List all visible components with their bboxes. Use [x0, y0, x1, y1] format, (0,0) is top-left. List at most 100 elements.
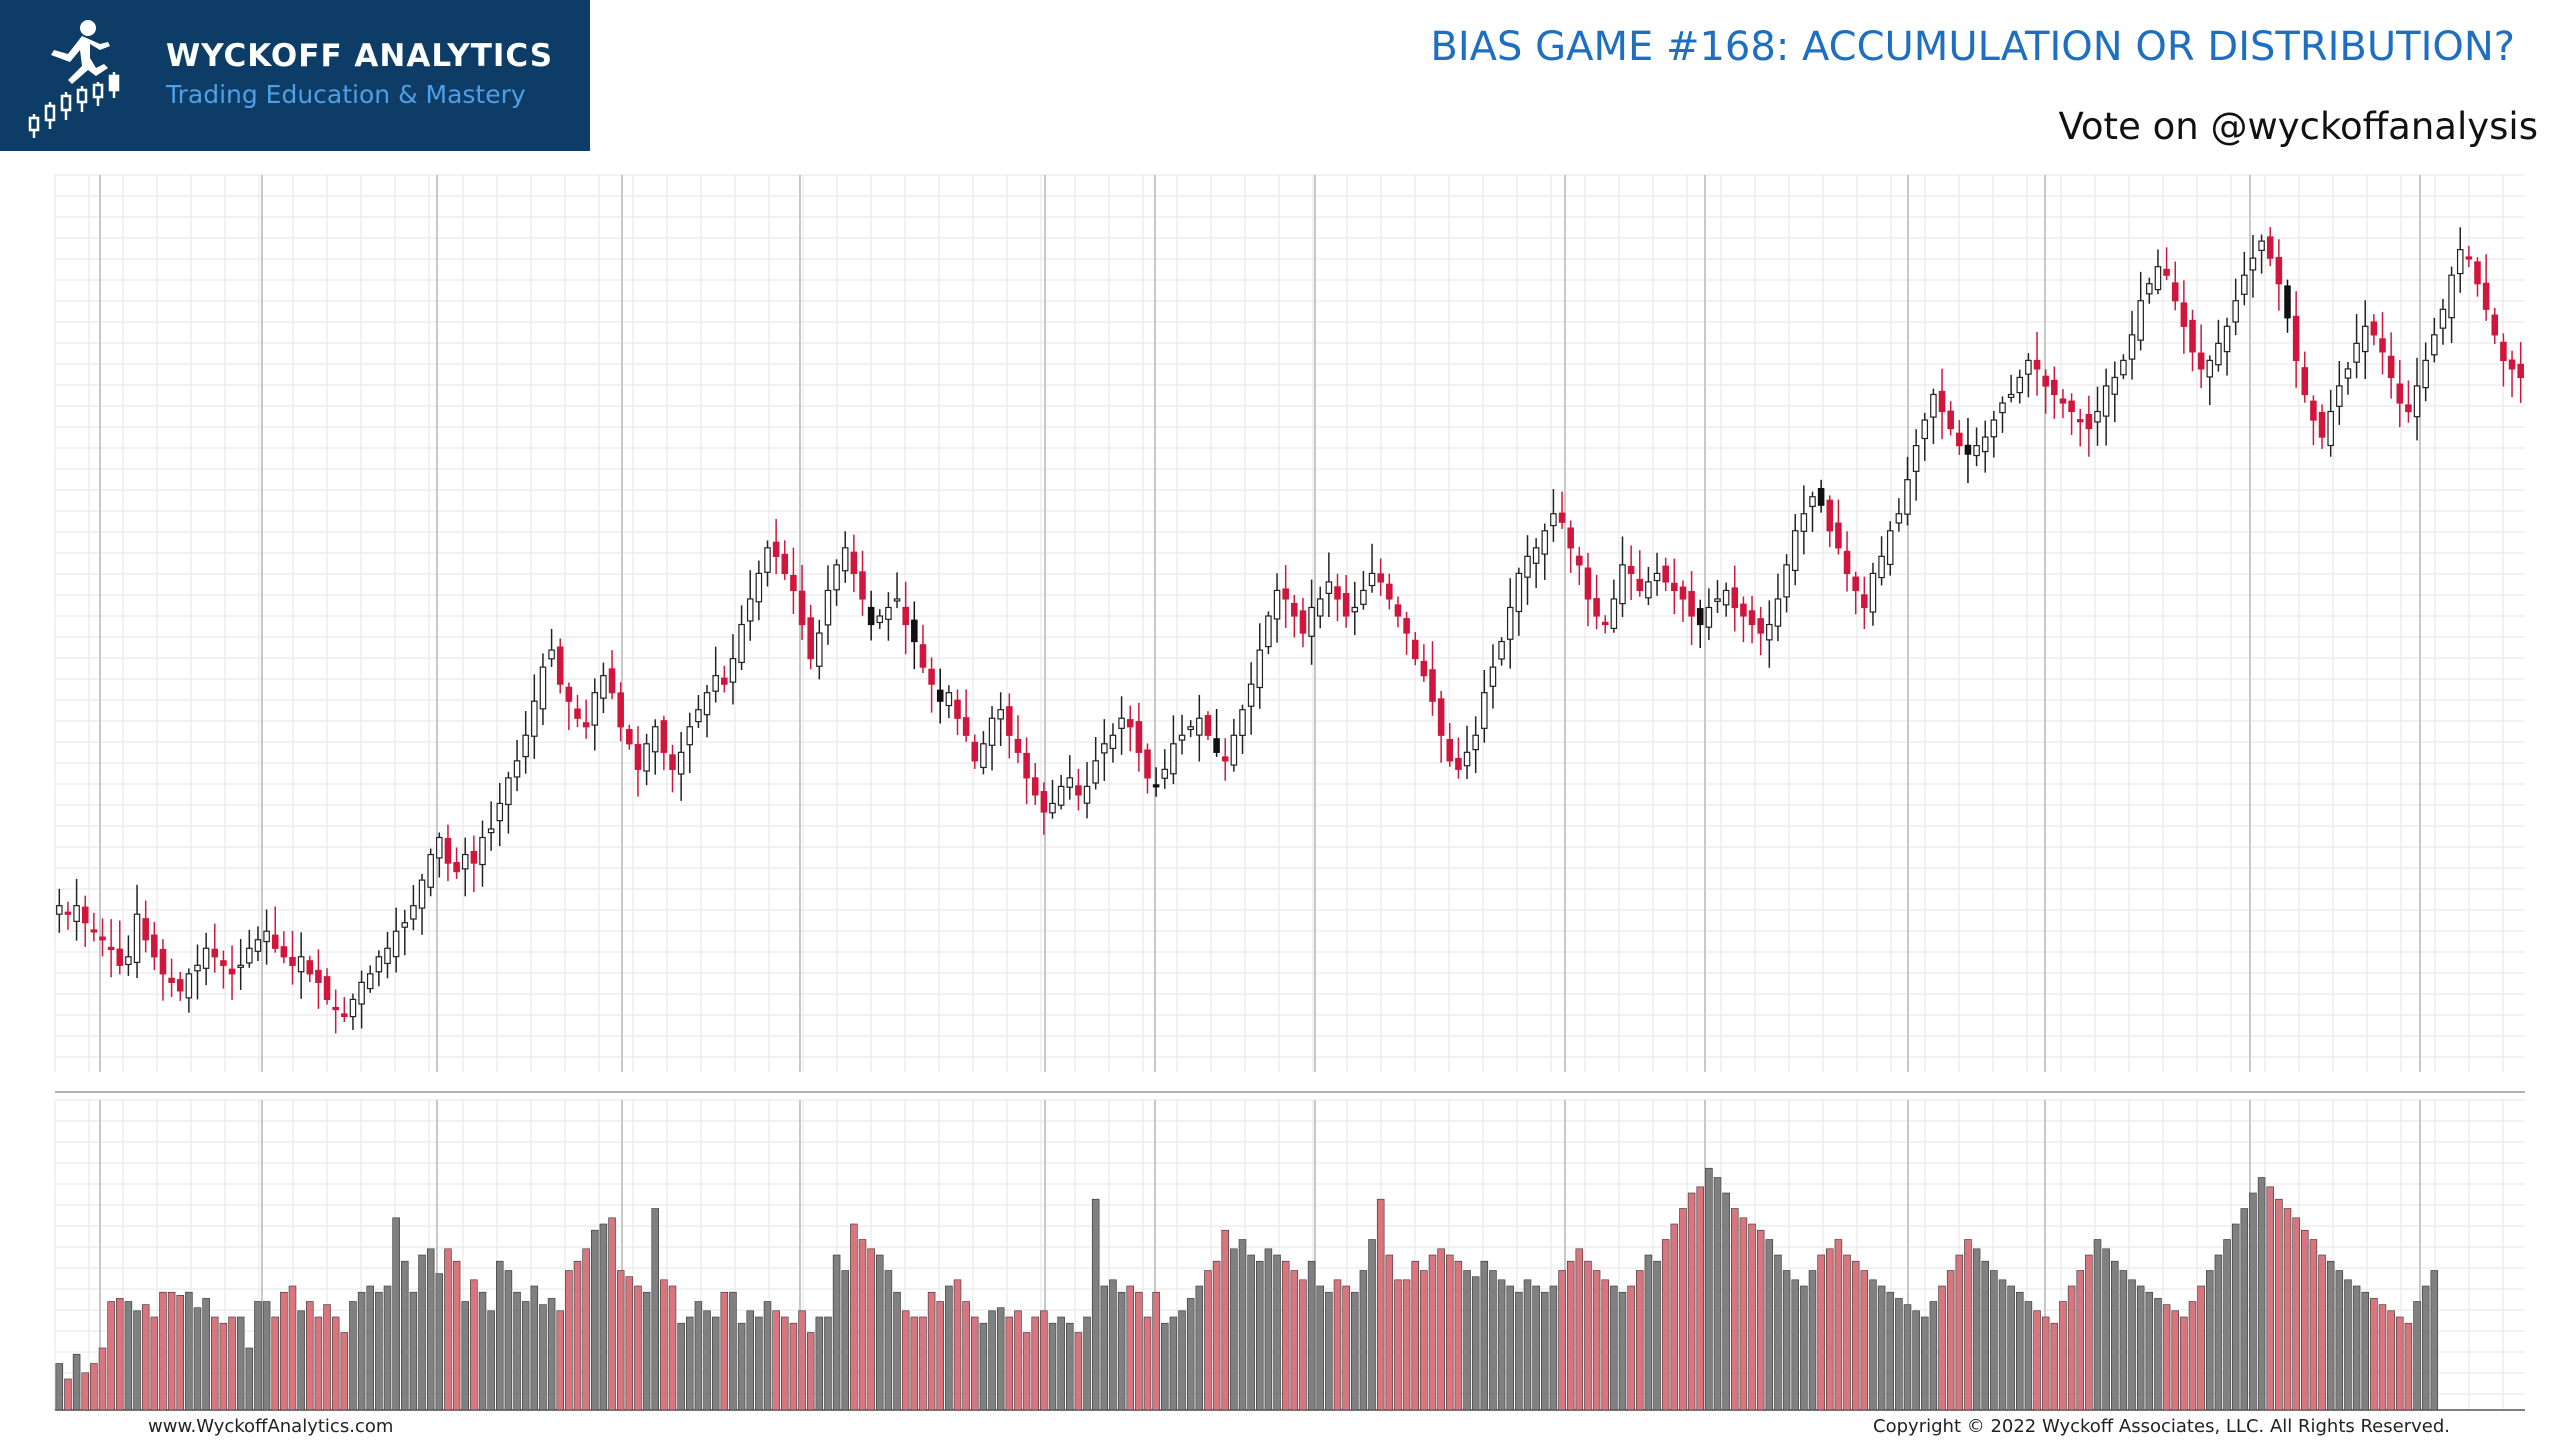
candle-body — [1472, 734, 1479, 751]
candle-body — [2327, 410, 2334, 447]
candle — [2491, 307, 2499, 344]
candle — [1092, 737, 1099, 790]
volume-bar — [1074, 1332, 1083, 1411]
candle — [1593, 574, 1600, 630]
candle-body — [1774, 598, 1782, 627]
candle — [2361, 300, 2369, 380]
candle — [1731, 565, 1739, 632]
volume-bar — [1661, 1239, 1670, 1411]
candle — [1956, 420, 1963, 455]
candle — [1895, 498, 1903, 532]
volume-bar — [2162, 1304, 2171, 1411]
candle — [1800, 485, 1808, 555]
volume-bar — [2309, 1239, 2318, 1411]
volume-bar — [2249, 1192, 2257, 1411]
volume-bar — [262, 1301, 271, 1411]
candle — [1006, 693, 1013, 759]
candle — [2474, 257, 2481, 297]
candle-body — [297, 956, 305, 973]
candle — [168, 958, 175, 997]
candle-body — [2500, 341, 2507, 361]
candle — [1342, 574, 1350, 628]
candle — [2137, 271, 2144, 351]
volume-bar — [1610, 1285, 1618, 1411]
candle — [1187, 720, 1194, 738]
brand-tagline: Trading Education & Mastery — [166, 80, 526, 109]
volume-bar — [1437, 1248, 1445, 1411]
volume-bar — [2430, 1270, 2439, 1411]
candle-body — [1101, 743, 1108, 754]
candle-body — [1956, 432, 1963, 447]
candle-body — [2336, 385, 2343, 407]
candle-body — [2344, 368, 2352, 379]
candle — [608, 650, 616, 700]
brand-name: WYCKOFF ANALYTICS — [166, 38, 554, 74]
candle-body — [1809, 496, 1816, 508]
candle — [816, 619, 823, 680]
volume-bar — [1851, 1260, 1860, 1411]
volume-bar — [2128, 1279, 2136, 1411]
candle — [1861, 576, 1868, 630]
volume-bar — [228, 1316, 236, 1411]
candle — [81, 895, 89, 947]
candle-body — [2137, 300, 2144, 341]
volume-bar — [1679, 1208, 1687, 1411]
candle — [1170, 715, 1177, 785]
volume-bar — [1696, 1186, 1704, 1411]
candle-body — [867, 606, 875, 626]
volume-bar — [634, 1285, 642, 1411]
candle-body — [1558, 512, 1566, 523]
candle-body — [2353, 342, 2360, 363]
candle-body — [1619, 564, 1626, 605]
volume-bar — [2041, 1316, 2050, 1411]
volume-bar — [1109, 1279, 1117, 1411]
candle — [1282, 565, 1289, 628]
candle-body — [574, 708, 581, 719]
volume-bar — [1325, 1291, 1333, 1411]
candle-body — [1187, 726, 1194, 731]
candle-body — [1766, 623, 1773, 641]
candle-body — [323, 976, 331, 1001]
candle-body — [1852, 576, 1859, 592]
candle — [1057, 774, 1065, 810]
candle — [1817, 479, 1825, 513]
candle — [1031, 762, 1039, 805]
volume-bar — [1385, 1254, 1394, 1411]
candle — [712, 646, 719, 703]
candle — [487, 801, 495, 851]
candle — [790, 547, 797, 614]
candle — [1109, 723, 1117, 763]
candle-body — [185, 973, 193, 999]
volume-bar — [1411, 1260, 1419, 1411]
volume-bar — [1618, 1291, 1627, 1411]
candle-body — [2197, 352, 2205, 370]
volume-bar — [2033, 1310, 2041, 1411]
candle-body — [168, 977, 175, 983]
candle-body — [211, 948, 219, 958]
candle-body — [807, 617, 814, 660]
volume-bar — [737, 1322, 746, 1411]
candle — [1325, 552, 1333, 618]
volume-bar — [668, 1285, 677, 1411]
candle-body — [1040, 791, 1048, 813]
volume-bar — [876, 1254, 884, 1411]
candle — [1688, 571, 1695, 645]
volume-bar — [1981, 1260, 1989, 1411]
candle-body — [2076, 419, 2084, 423]
volume-bar — [1653, 1260, 1661, 1411]
candle-body — [2258, 240, 2265, 251]
candle-body — [2370, 321, 2378, 336]
candle-body — [1204, 715, 1212, 736]
volume-bar — [1938, 1285, 1946, 1411]
volume-bar — [539, 1304, 547, 1411]
candle-body — [1282, 588, 1289, 600]
volume-bar — [1376, 1198, 1385, 1411]
candle-body — [1973, 445, 1980, 457]
candle — [885, 592, 892, 641]
candle-body — [1265, 615, 1272, 648]
volume-bar — [496, 1260, 504, 1411]
candle-body — [660, 720, 668, 753]
candle-body — [1221, 756, 1229, 762]
volume-bar — [1204, 1270, 1212, 1411]
candle-body — [824, 589, 832, 626]
